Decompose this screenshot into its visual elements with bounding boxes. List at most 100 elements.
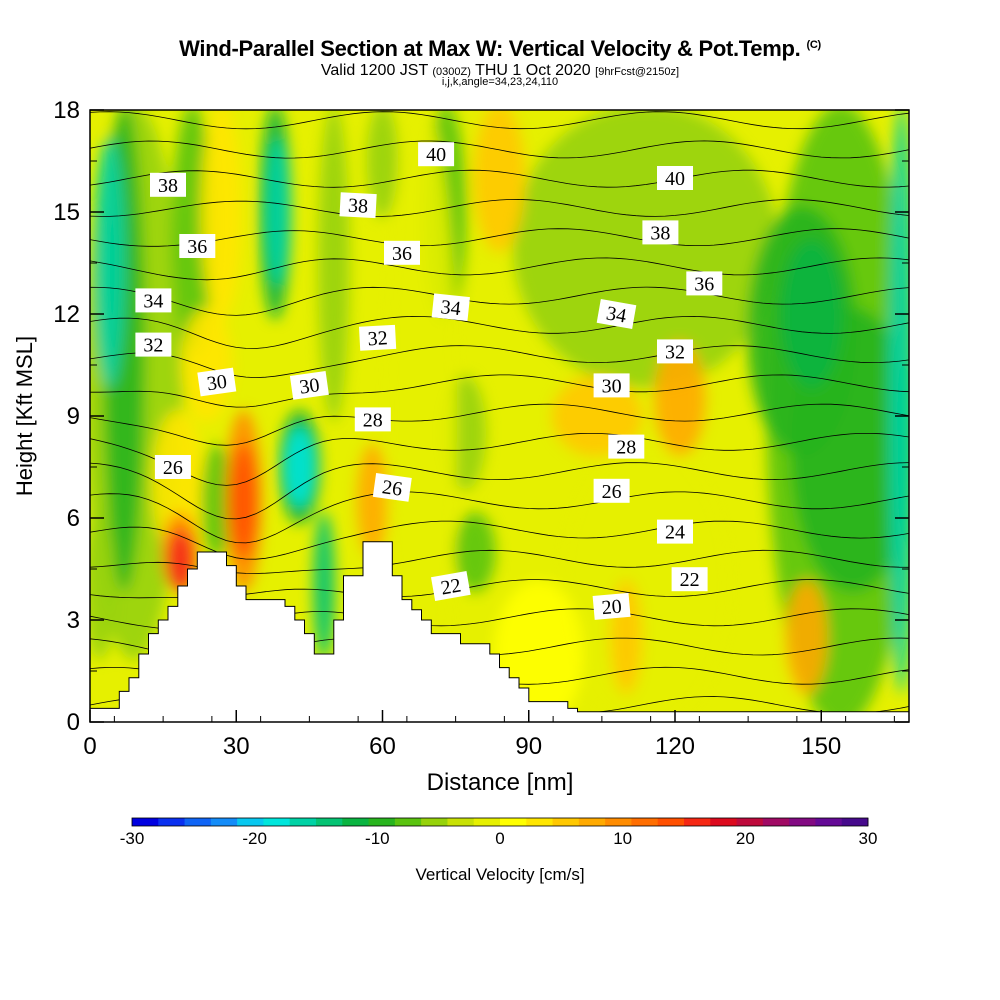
x-tick-label: 150 (801, 733, 841, 760)
colorbar-swatch (710, 818, 737, 826)
isentrope-37 (90, 198, 909, 217)
contour-label: 36 (686, 271, 723, 296)
y-tick-label: 6 (67, 505, 80, 532)
contour-label: 36 (179, 234, 216, 258)
contour-label-text: 40 (665, 168, 685, 190)
contour-label-text: 24 (665, 522, 685, 544)
contour-label-text: 32 (367, 327, 388, 350)
contour-label-text: 38 (158, 175, 178, 197)
contour-label: 40 (418, 142, 455, 167)
colorbar-swatch (316, 818, 343, 826)
colorbar-tick-label: 30 (859, 829, 878, 848)
title-text: Wind-Parallel Section at Max W: Vertical… (179, 36, 801, 61)
colorbar-tick-label: 0 (495, 829, 504, 848)
colorbar-swatch (473, 818, 501, 826)
colorbar-swatch (210, 818, 238, 826)
x-tick-label: 0 (83, 733, 96, 760)
colorbar-swatch (368, 818, 396, 826)
colorbar-swatch (631, 818, 659, 826)
colorbar-swatch (289, 818, 317, 826)
contour-label: 36 (384, 240, 420, 265)
contour-label: 26 (154, 455, 191, 479)
valid-prefix: Valid 1200 JST (320, 62, 428, 79)
contour-label: 24 (657, 519, 693, 544)
colorbar-swatch (263, 818, 291, 826)
colorbar-swatch (841, 818, 869, 826)
contour-label: 34 (135, 288, 172, 313)
contour-label-text: 22 (680, 569, 700, 591)
contour-label-text: 32 (143, 335, 163, 357)
contour-label: 32 (657, 339, 693, 364)
contour-label-text: 34 (143, 290, 163, 312)
colorbar-swatch (421, 818, 448, 826)
chart-title: Wind-Parallel Section at Max W: Vertical… (0, 36, 1000, 62)
colorbar: -30 -20 -10 0 10 20 30 (120, 817, 878, 848)
y-tick-label: 3 (67, 607, 80, 634)
contour-label: 22 (430, 571, 471, 601)
colorbar-swatch (815, 818, 843, 826)
contour-label: 20 (592, 592, 631, 620)
contour-label: 32 (135, 332, 172, 357)
y-axis-label: Height [Kft MSL] (12, 336, 37, 496)
terrain (89, 541, 910, 723)
contour-label-text: 40 (426, 144, 446, 166)
colorbar-swatch (237, 818, 264, 826)
isentrope-34 (90, 286, 909, 316)
contour-label-text: 38 (650, 222, 670, 244)
x-axis: 0 30 60 90 120 150 (83, 710, 895, 760)
isentrope-40 (90, 111, 909, 130)
y-tick-label: 18 (53, 97, 80, 124)
colorbar-swatch (447, 818, 475, 826)
contour-label: 30 (289, 371, 329, 400)
y-tick-label: 12 (53, 301, 80, 328)
colorbar-swatch (158, 818, 185, 826)
colorbar-swatch (657, 818, 685, 826)
colorbar-swatch (500, 818, 527, 826)
valid-date: THU 1 Oct 2020 (475, 62, 591, 79)
isentrope-35 (90, 257, 909, 281)
colorbar-swatch (132, 818, 159, 826)
colorbar-swatch (184, 818, 212, 826)
contour-label-text: 38 (347, 195, 368, 218)
contour-label-text: 36 (392, 243, 412, 265)
utc-time: (0300Z) (432, 66, 471, 78)
contour-label-text: 30 (602, 375, 622, 397)
contour-label-text: 34 (440, 296, 462, 320)
isentrope-29 (90, 433, 909, 486)
colorbar-swatch (526, 818, 553, 826)
contour-labels: 38 36 34 32 30 26 30 38 36 32 28 26 40 34 22 40 38 36 34 32… (135, 142, 723, 620)
colorbar-swatch (342, 818, 369, 826)
colorbar-swatch (684, 818, 711, 826)
contour-label: 34 (431, 293, 470, 322)
colorbar-swatch (736, 818, 764, 826)
colorbar-tick-label: 20 (736, 829, 755, 848)
isentrope-31 (90, 374, 909, 408)
colorbar-swatch (394, 818, 422, 826)
isentrope-41 (90, 83, 909, 100)
isentrope-39 (90, 140, 909, 159)
x-tick-label: 120 (655, 733, 695, 760)
contour-label: 32 (358, 324, 397, 351)
contour-label: 40 (657, 166, 693, 190)
colorbar-tick-label: -20 (242, 829, 267, 848)
colorbar-tick-label: -10 (365, 829, 390, 848)
contour-label-text: 36 (694, 273, 714, 295)
contour-label: 28 (354, 407, 391, 432)
contour-label: 26 (372, 473, 412, 502)
y-tick-label: 0 (67, 709, 80, 736)
chart-indices: i,j,k,angle=34,23,24,110 (441, 76, 559, 88)
contour-label-text: 34 (605, 302, 629, 327)
contour-label-text: 20 (601, 596, 623, 620)
isentrope-27 (90, 491, 909, 544)
x-tick-label: 90 (515, 733, 542, 760)
contour-label: 38 (642, 220, 679, 245)
y-tick-label: 15 (53, 199, 80, 226)
forecast-info: [9hrFcst@2150z] (595, 66, 680, 78)
contour-label-text: 36 (187, 236, 207, 258)
contour-label: 22 (671, 567, 708, 592)
copyright-mark: (C) (806, 38, 821, 51)
contour-label: 30 (197, 367, 237, 397)
colorbar-swatch (762, 818, 790, 826)
